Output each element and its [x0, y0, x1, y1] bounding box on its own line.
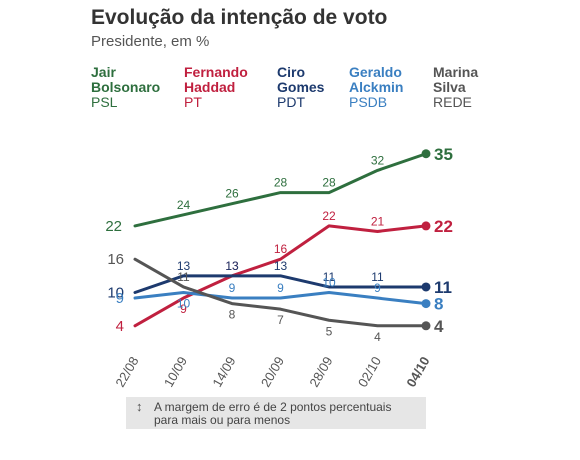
- data-label: 22: [322, 209, 336, 223]
- chart-legend: Jair Bolsonaro PSL Fernando Haddad PT Ci…: [0, 65, 580, 110]
- series-end-dot: [421, 149, 431, 159]
- x-tick-label: 02/10: [355, 354, 384, 390]
- data-label: 9: [374, 281, 381, 295]
- data-label: 9: [180, 302, 187, 316]
- x-tick-label: 22/08: [112, 354, 141, 390]
- series-end-dot: [421, 299, 431, 309]
- series-end-label: 11: [434, 278, 452, 297]
- x-tick-label: 04/10: [403, 354, 432, 390]
- chart-subtitle: Presidente, em %: [91, 33, 210, 50]
- x-tick-label: 14/09: [209, 354, 238, 390]
- chart-title: Evolução da intenção de voto: [91, 6, 388, 29]
- data-label: 13: [177, 259, 191, 273]
- data-label: 11: [371, 270, 384, 284]
- data-label: 16: [274, 242, 288, 256]
- data-label: 9: [229, 281, 236, 295]
- legend-item-marina: Marina Silva REDE: [433, 65, 478, 110]
- data-label: 13: [274, 259, 288, 273]
- series-line: [133, 257, 428, 328]
- data-label: 4: [374, 330, 381, 344]
- series-end-dot: [421, 282, 431, 292]
- data-label: 8: [229, 308, 236, 322]
- legend-item-haddad: Fernando Haddad PT: [184, 65, 248, 110]
- data-label: 24: [177, 198, 191, 212]
- data-label: 7: [277, 313, 284, 327]
- legend-name: Jair Bolsonaro: [91, 64, 161, 95]
- series-start-label: 10: [107, 285, 124, 302]
- legend-name: Fernando Haddad: [184, 64, 248, 95]
- series-end-label: 35: [434, 145, 453, 164]
- series-end-label: 4: [434, 317, 444, 336]
- margin-of-error-text: A margem de erro é de 2 pontos percentua…: [154, 400, 392, 427]
- data-label: 32: [371, 153, 385, 167]
- series-line: [133, 291, 428, 306]
- series-end-dot: [421, 321, 431, 331]
- legend-item-bolsonaro: Jair Bolsonaro PSL: [91, 65, 160, 110]
- series-end-label: 22: [434, 217, 453, 236]
- data-label: 28: [322, 176, 336, 190]
- data-label: 13: [225, 259, 239, 273]
- x-tick-label: 20/09: [258, 354, 287, 390]
- x-tick-label: 10/09: [161, 354, 190, 390]
- data-label: 10: [177, 297, 191, 311]
- data-label: 11: [177, 270, 190, 284]
- legend-party: PSDB: [349, 94, 388, 110]
- series-end-label: 8: [434, 295, 443, 314]
- legend-name: Geraldo Alckmin: [349, 64, 404, 95]
- data-label: 11: [323, 270, 336, 284]
- data-label: 9: [277, 281, 284, 295]
- data-label: 26: [225, 187, 239, 201]
- x-tick-label: 28/09: [306, 354, 335, 390]
- series-start-label: 22: [105, 218, 122, 235]
- data-label: 28: [274, 176, 288, 190]
- legend-name: Marina Silva: [433, 64, 479, 95]
- up-down-arrow-icon: ↕: [136, 399, 143, 414]
- data-label: 10: [322, 276, 336, 290]
- data-label: 13: [225, 259, 239, 273]
- legend-item-ciro: Ciro Gomes PDT: [277, 65, 324, 110]
- series-line: [133, 152, 428, 228]
- series-start-label: 9: [116, 290, 124, 307]
- legend-party: REDE: [433, 94, 472, 110]
- series-end-dot: [421, 221, 431, 231]
- margin-of-error-note: ↕ A margem de erro é de 2 pontos percent…: [126, 397, 426, 429]
- series-start-label: 16: [107, 251, 124, 268]
- legend-name: Ciro Gomes: [277, 64, 325, 95]
- series-line: [133, 224, 428, 328]
- legend-party: PDT: [277, 94, 305, 110]
- series-start-label: 4: [116, 318, 124, 335]
- series-line: [133, 274, 428, 294]
- legend-party: PSL: [91, 94, 118, 110]
- legend-item-alckmin: Geraldo Alckmin PSDB: [349, 65, 403, 110]
- legend-party: PT: [184, 94, 202, 110]
- data-label: 5: [326, 324, 333, 338]
- data-label: 21: [371, 214, 385, 228]
